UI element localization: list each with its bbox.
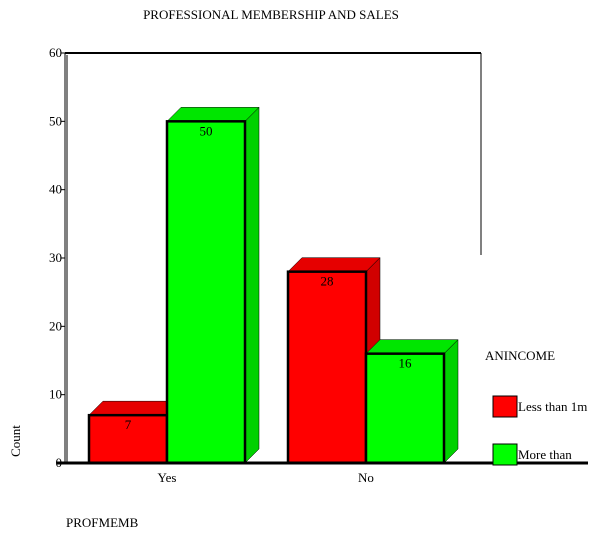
y-tick-label: 60: [49, 45, 62, 60]
bar-front-face: [286, 270, 368, 465]
bar-value-label: 50: [200, 123, 213, 138]
bar-value-label: 7: [125, 417, 132, 432]
y-tick-label: 20: [49, 318, 62, 333]
legend-swatch: [492, 395, 518, 418]
y-tick-label: 40: [49, 182, 62, 197]
bar-front-face: [165, 120, 247, 465]
bar-value-label: 16: [399, 356, 413, 371]
bar-yes-more-than: 50: [165, 106, 260, 465]
legend-swatch: [492, 443, 518, 466]
legend-item-more-than: More than: [492, 443, 572, 466]
y-tick-label: 10: [49, 387, 62, 402]
x-tick-label-yes: Yes: [158, 470, 177, 485]
bar-no-more-than: 16: [364, 339, 459, 465]
chart-title: PROFESSIONAL MEMBERSHIP AND SALES: [143, 7, 399, 22]
bar-side-face: [244, 106, 260, 464]
y-axis-label: Count: [8, 425, 23, 457]
legend-item-less-than-1m: Less than 1m: [492, 395, 587, 418]
y-tick-label: 50: [49, 113, 62, 128]
legend-label: More than: [518, 447, 572, 462]
bar-value-label: 28: [321, 274, 334, 289]
bar-front-face: [364, 352, 446, 465]
legend-label: Less than 1m: [518, 399, 587, 414]
y-tick-label: 30: [49, 250, 62, 265]
legend-title: ANINCOME: [485, 348, 555, 363]
x-axis-label: PROFMEMB: [66, 515, 139, 530]
bar-top-face: [287, 257, 381, 272]
x-tick-label-no: No: [358, 470, 374, 485]
bar-side-face: [443, 339, 459, 464]
bar-top-face: [166, 107, 260, 122]
bar-top-face: [365, 339, 459, 354]
